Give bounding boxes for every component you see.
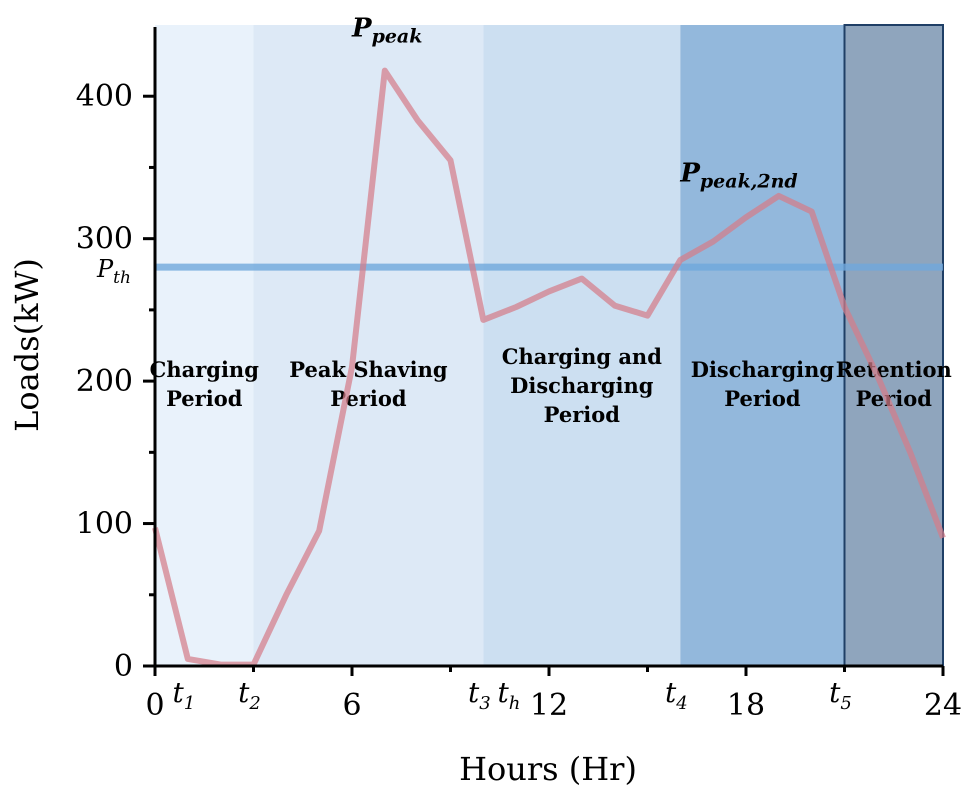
period-region xyxy=(155,25,254,666)
period-label-line: Peak Shaving xyxy=(289,357,448,382)
period-region xyxy=(680,25,845,666)
time-marker-label: t3 xyxy=(468,676,491,714)
y-tick-label: 300 xyxy=(76,222,133,257)
threshold-annotation: Pth xyxy=(96,255,131,288)
time-marker-label: t5 xyxy=(829,676,852,714)
period-label-line: Period xyxy=(544,402,621,427)
x-axis-title: Hours (Hr) xyxy=(459,750,637,788)
load-series-line xyxy=(152,67,946,668)
period-label-line: Period xyxy=(724,386,801,411)
axes xyxy=(143,27,945,676)
y-tick-label: 100 xyxy=(76,507,133,542)
x-tick-label: 6 xyxy=(342,688,361,723)
series-layer xyxy=(152,67,946,668)
time-marker-label: t4 xyxy=(665,676,688,714)
y-axis-title: Loads(kW) xyxy=(8,258,46,432)
peak-annotation-subscript: peak xyxy=(372,25,423,47)
x-tick-label: 18 xyxy=(727,688,765,723)
period-label-line: Discharging xyxy=(691,357,835,382)
threshold-annotation-subscript: th xyxy=(113,268,131,288)
time-marker-label: th xyxy=(497,676,520,714)
period-label-line: Discharging xyxy=(510,373,654,398)
y-tick-label: 200 xyxy=(76,364,133,399)
period-label-line: Retention xyxy=(836,357,952,382)
time-marker-label: t1 xyxy=(172,676,195,714)
x-tick-label: 12 xyxy=(530,688,568,723)
time-marker-subscript: 5 xyxy=(840,693,851,714)
x-tick-label: 0 xyxy=(145,688,164,723)
x-tick-label: 24 xyxy=(924,688,962,723)
time-marker-subscript: 4 xyxy=(675,693,687,714)
period-label-line: Charging and xyxy=(502,344,662,369)
time-marker-subscript: 3 xyxy=(479,693,490,714)
period-label-line: Period xyxy=(166,386,243,411)
period-label-line: Charging xyxy=(150,357,260,382)
time-marker-subscript: h xyxy=(509,693,521,714)
y-tick-label: 0 xyxy=(114,649,133,684)
period-region xyxy=(844,25,943,666)
peak-annotation-subscript: peak,2nd xyxy=(700,171,798,193)
period-region xyxy=(483,25,681,666)
period-region xyxy=(253,25,484,666)
time-marker-subscript: 2 xyxy=(248,693,260,714)
peak-annotation: Ppeak xyxy=(351,13,422,47)
time-marker-subscript: 1 xyxy=(184,693,195,714)
y-tick-label: 400 xyxy=(76,79,133,114)
time-marker-label: t2 xyxy=(238,676,261,714)
period-labels: Charging Period Peak Shaving Period Charging… xyxy=(150,344,952,427)
